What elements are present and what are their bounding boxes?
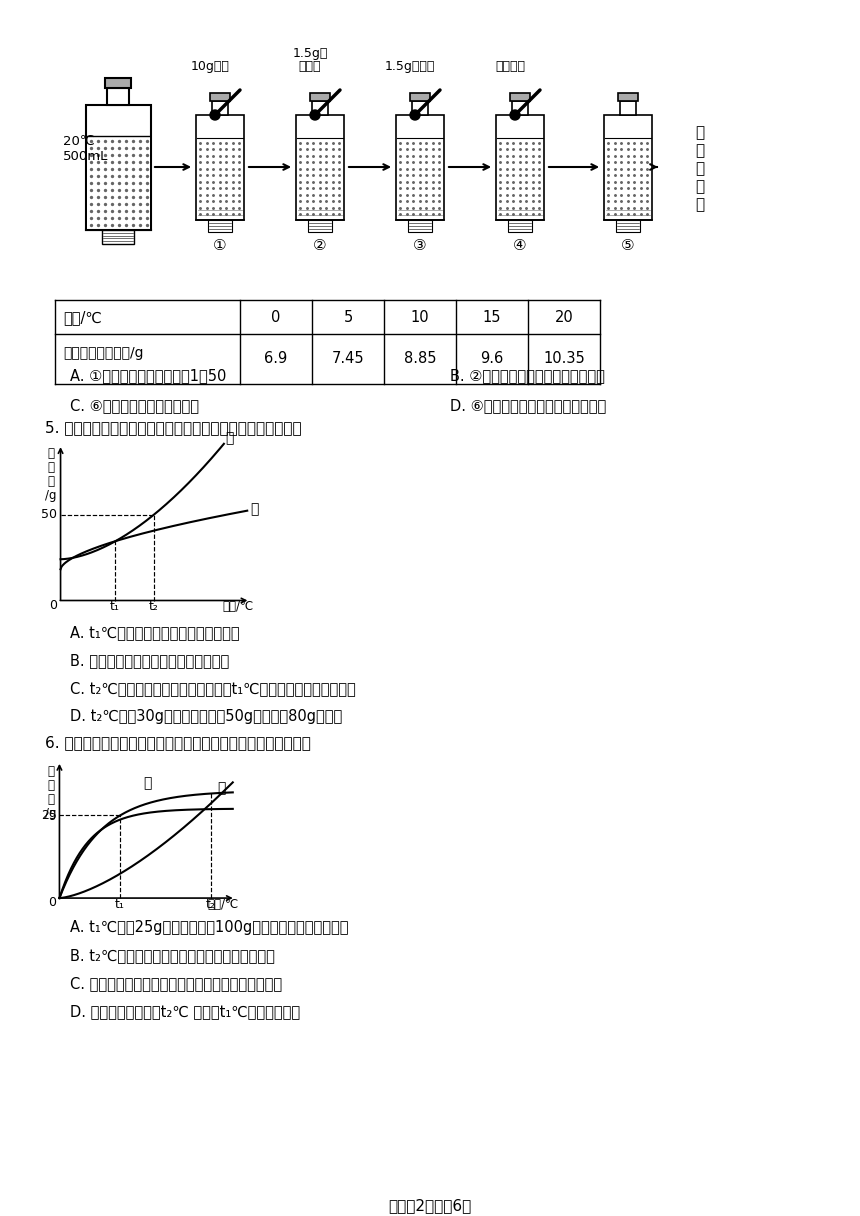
Text: 7.45: 7.45	[332, 351, 365, 366]
Text: 溶
解
度
/g: 溶 解 度 /g	[45, 765, 57, 820]
Text: 筱: 筱	[696, 197, 704, 212]
Text: D. t₂℃时，30g甲物质能溢解于50g水中形成80g的溶液: D. t₂℃时，30g甲物质能溢解于50g水中形成80g的溶液	[70, 709, 342, 724]
Text: t₁: t₁	[110, 601, 120, 614]
Bar	[87, 136, 150, 229]
Text: 50: 50	[41, 508, 58, 522]
Circle shape	[510, 109, 520, 120]
Text: 15: 15	[482, 310, 501, 325]
Text: 溶
解
度
/g: 溶 解 度 /g	[46, 446, 57, 502]
Bar	[212, 101, 228, 116]
Text: 甲: 甲	[144, 777, 151, 790]
Bar	[496, 116, 544, 220]
Bar	[510, 92, 530, 101]
Bar	[101, 230, 134, 244]
Text: C. t₂℃时，乙物质的饱和溶液降温至t₁℃，乙溶液变为不饱和溶液: C. t₂℃时，乙物质的饱和溶液降温至t₁℃，乙溶液变为不饱和溶液	[70, 681, 356, 696]
Text: 乙: 乙	[217, 781, 225, 795]
Bar	[412, 101, 428, 116]
Bar	[312, 101, 328, 116]
Text: 试卷第2页，兲6页: 试卷第2页，兲6页	[389, 1198, 471, 1214]
Text: 10: 10	[411, 310, 429, 325]
Text: 放: 放	[696, 161, 704, 176]
Bar	[604, 116, 652, 220]
Text: 20℃: 20℃	[63, 135, 95, 148]
Text: 乙: 乙	[250, 502, 259, 516]
Text: 9.6: 9.6	[481, 351, 504, 366]
Text: 温度/℃: 温度/℃	[207, 897, 238, 911]
Text: 1.5g柠榄酸: 1.5g柠榄酸	[384, 60, 435, 73]
Bar	[508, 220, 532, 232]
Text: 6.9: 6.9	[264, 351, 287, 366]
Text: 10g白糖: 10g白糖	[191, 60, 230, 73]
Text: B. 乙物质的溢解度大于甲物质的溢解度: B. 乙物质的溢解度大于甲物质的溢解度	[70, 653, 230, 668]
Text: ②: ②	[313, 238, 327, 253]
Bar	[605, 139, 651, 218]
Bar	[618, 92, 638, 101]
Bar	[196, 116, 244, 220]
Text: C. ⑥摇匀放入冰筱后气泡增多: C. ⑥摇匀放入冰筱后气泡增多	[70, 398, 199, 413]
Bar	[408, 220, 432, 232]
Text: 6. 右图是甲、乙两种固体物质的溢解度曲线。下列说法错误的是: 6. 右图是甲、乙两种固体物质的溢解度曲线。下列说法错误的是	[45, 734, 310, 750]
Text: t₂: t₂	[206, 897, 216, 911]
Text: ⑤: ⑤	[621, 238, 635, 253]
Circle shape	[210, 109, 220, 120]
Text: B. t₂℃时，甲、乙饱和溶液的溶质质量分数相等: B. t₂℃时，甲、乙饱和溶液的溶质质量分数相等	[70, 948, 275, 963]
Bar	[107, 88, 129, 105]
Bar	[310, 92, 330, 101]
Bar	[620, 101, 636, 116]
Text: 5. 甲、乙两种物质的溢解度曲线如图所示，下列说法正确的是: 5. 甲、乙两种物质的溢解度曲线如图所示，下列说法正确的是	[45, 420, 302, 435]
Text: 温度/℃: 温度/℃	[63, 310, 101, 325]
Text: 温度/℃: 温度/℃	[222, 601, 254, 614]
Text: 10.35: 10.35	[544, 351, 585, 366]
Text: 8.85: 8.85	[403, 351, 436, 366]
Text: 0: 0	[271, 310, 280, 325]
Circle shape	[310, 109, 320, 120]
Bar	[512, 101, 528, 116]
Text: 20: 20	[555, 310, 574, 325]
Text: 摇: 摇	[696, 125, 704, 140]
Text: 碳酸氢钓的溢解度/g: 碳酸氢钓的溢解度/g	[63, 347, 144, 360]
Text: ④: ④	[513, 238, 527, 253]
Bar	[85, 105, 150, 230]
Bar	[296, 116, 344, 220]
Text: A. t₁℃时，25g甲充分溢解于100g水中，配得甲的饱和溶液: A. t₁℃时，25g甲充分溢解于100g水中，配得甲的饱和溶液	[70, 921, 348, 935]
Text: 25: 25	[40, 809, 57, 822]
Text: C. 若甲中含有少量乙，可用溢解、过滤的方法提纯甲: C. 若甲中含有少量乙，可用溢解、过滤的方法提纯甲	[70, 976, 282, 991]
Bar	[396, 116, 444, 220]
Text: 5: 5	[343, 310, 353, 325]
Text: A. ①中溶质和溶液质量比为1：50: A. ①中溶质和溶液质量比为1：50	[70, 368, 226, 383]
Text: ③: ③	[413, 238, 427, 253]
Bar	[210, 92, 230, 101]
Text: 0: 0	[48, 896, 56, 910]
Text: A. t₁℃时，甲、乙两物质的溢解度相等: A. t₁℃时，甲、乙两物质的溢解度相等	[70, 625, 240, 640]
Text: 匀: 匀	[696, 143, 704, 158]
Bar	[616, 220, 640, 232]
Bar	[397, 139, 443, 218]
Bar	[297, 139, 343, 218]
Bar	[308, 220, 332, 232]
Text: 冰: 冰	[696, 179, 704, 195]
Text: D. 将甲的饱和溶液从t₂℃ 降温到t₁℃，可析出晶体: D. 将甲的饱和溶液从t₂℃ 降温到t₁℃，可析出晶体	[70, 1004, 300, 1019]
Bar	[197, 139, 243, 218]
Text: 0: 0	[49, 599, 57, 612]
Bar	[410, 92, 430, 101]
Bar	[105, 78, 131, 88]
Text: D. ⑥摇匀放入冰筱后有碳酸氢钓析出: D. ⑥摇匀放入冰筱后有碳酸氢钓析出	[450, 398, 606, 413]
Text: ①: ①	[213, 238, 227, 253]
Text: t₂: t₂	[149, 601, 159, 614]
Bar	[208, 220, 232, 232]
Text: 1.5g碳: 1.5g碳	[292, 47, 328, 60]
Text: 酸氢钓: 酸氢钓	[298, 60, 322, 73]
Text: 适量果珍: 适量果珍	[495, 60, 525, 73]
Text: 甲: 甲	[225, 432, 234, 445]
Text: t₁: t₁	[115, 897, 125, 911]
Text: B. ②中溶液为碳酸氢钓的不饱和溶液: B. ②中溶液为碳酸氢钓的不饱和溶液	[450, 368, 605, 383]
Bar	[497, 139, 543, 218]
Circle shape	[410, 109, 420, 120]
Text: 500mL: 500mL	[63, 150, 108, 163]
